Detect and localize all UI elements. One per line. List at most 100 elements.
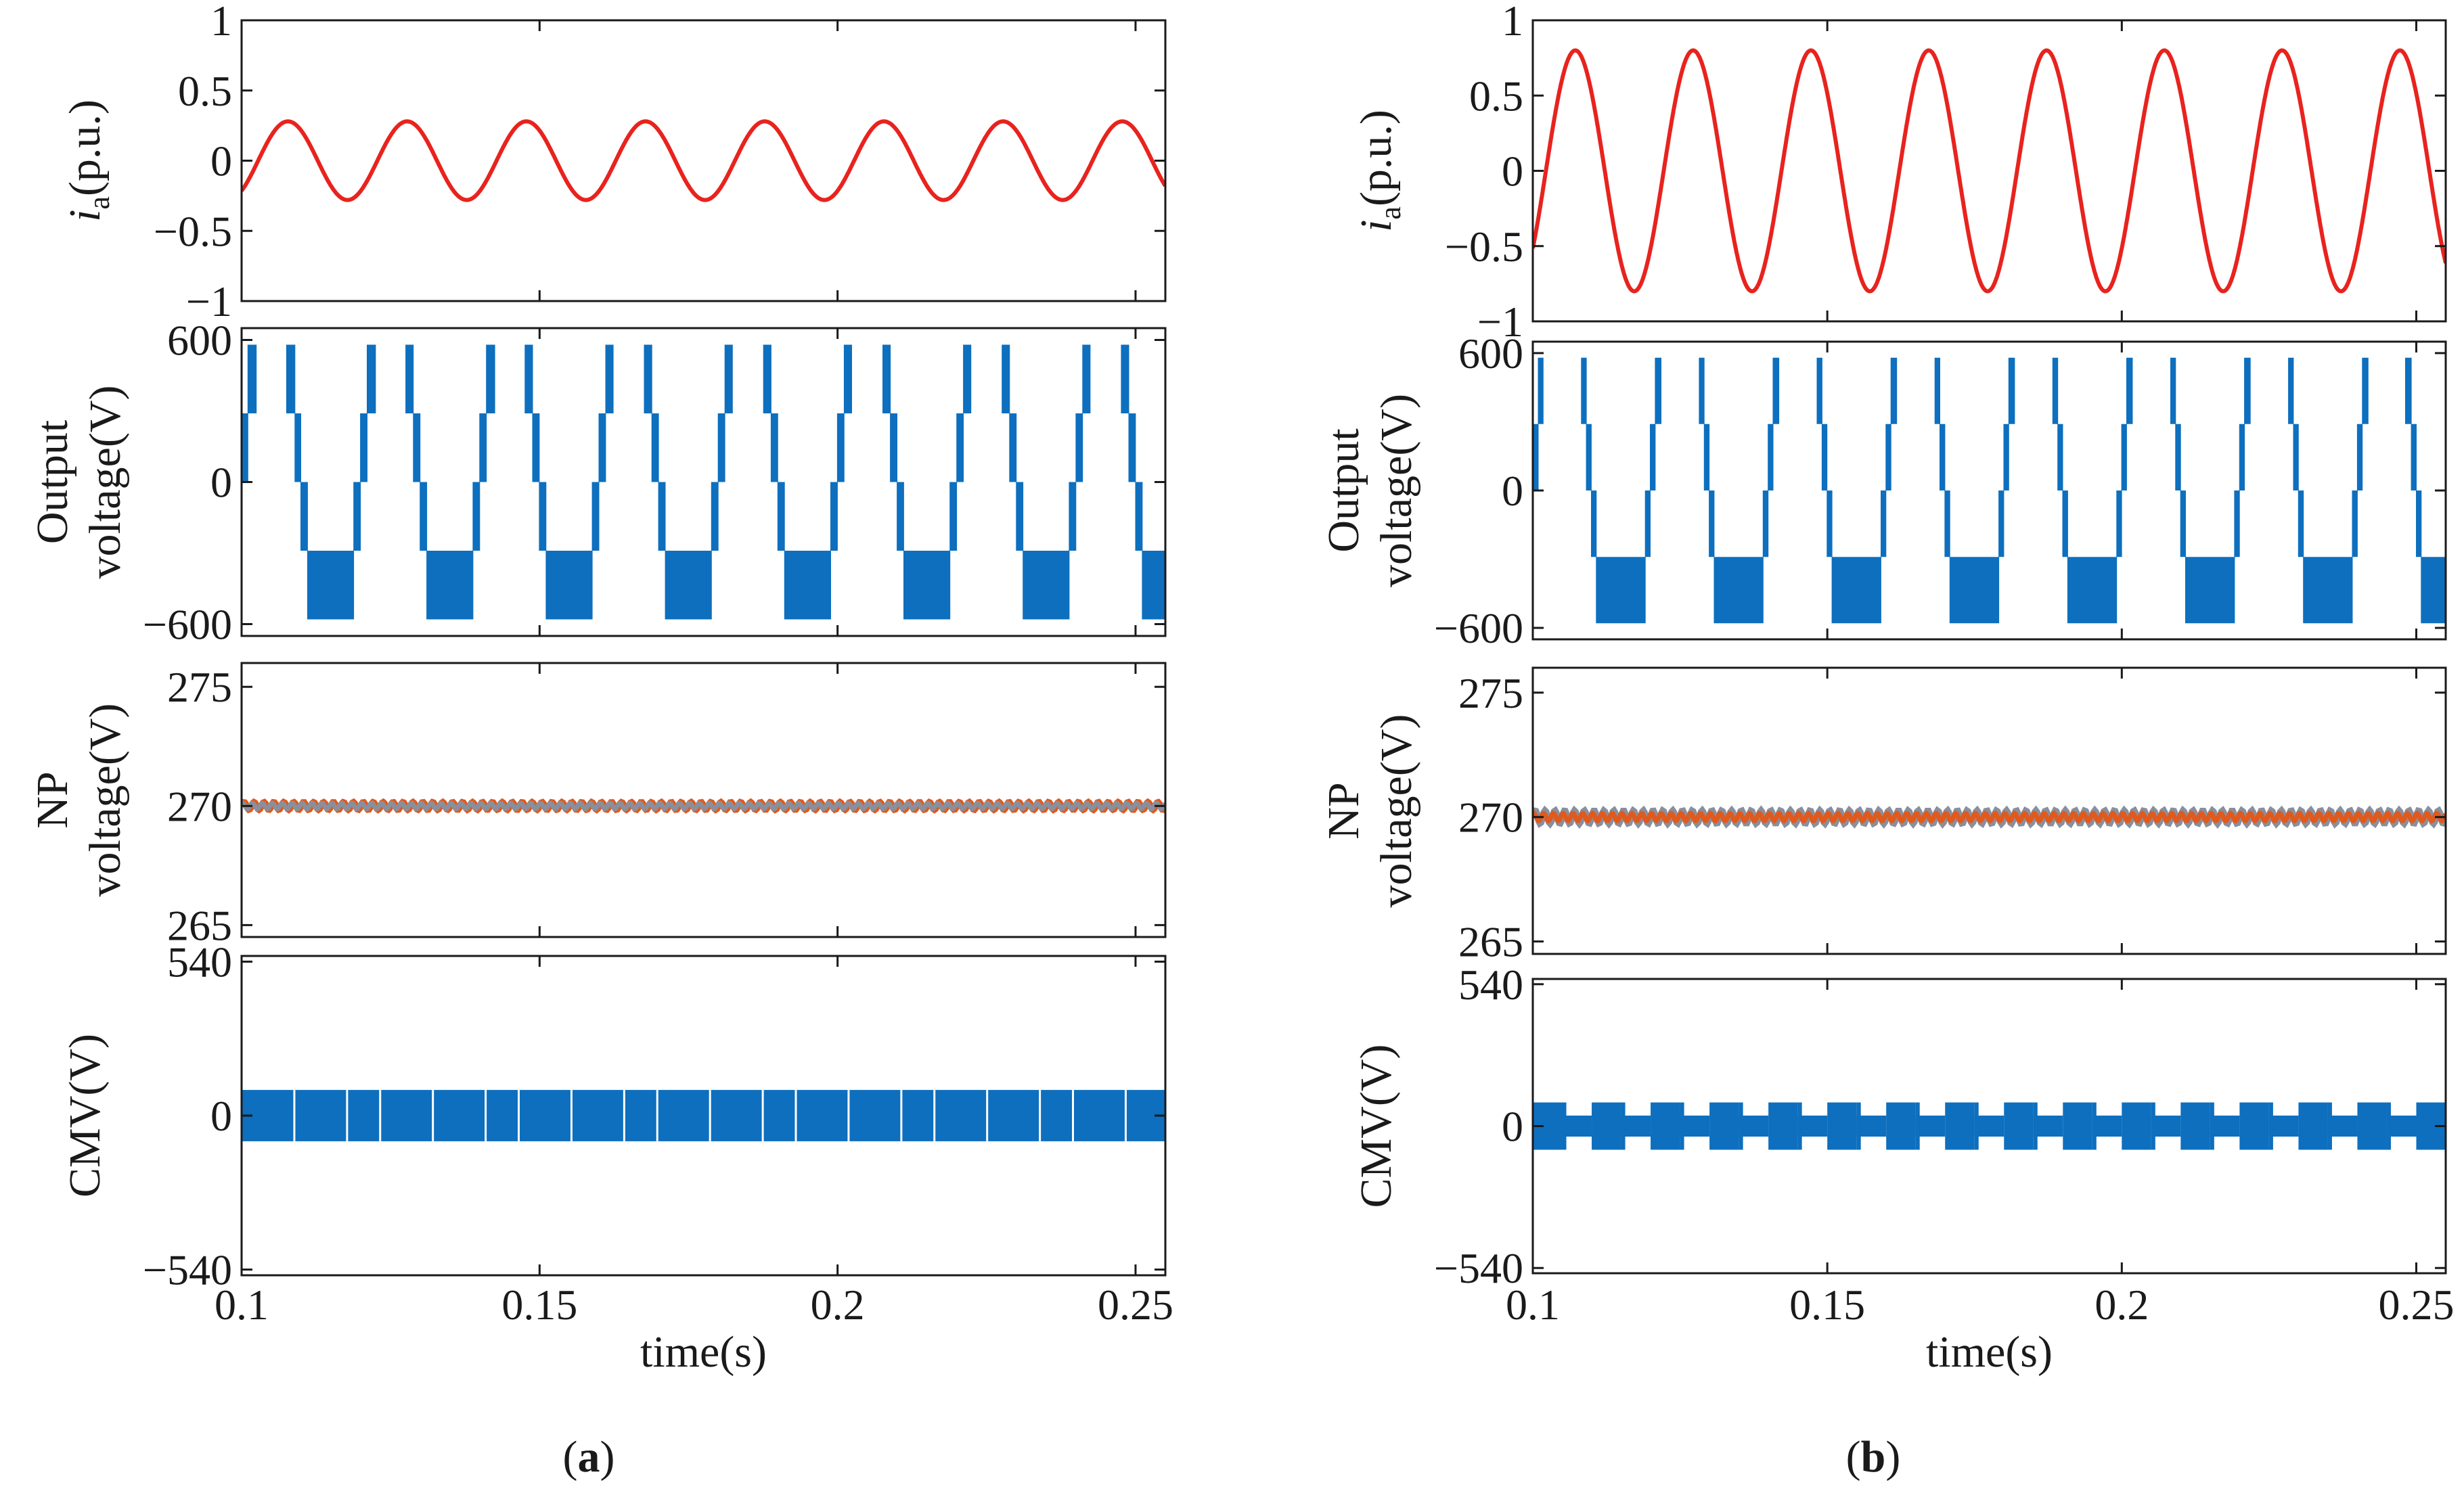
y-tick-label: 0	[210, 459, 232, 507]
y-axis-label: NPvoltage(V)	[1319, 714, 1421, 908]
series-output-voltage-0	[1533, 357, 2446, 624]
y-axis-label: CMV(V)	[1351, 1045, 1401, 1208]
subplot-ia: 1 0.5 0 −0.5 −1 ia(p.u.)	[1351, 0, 2447, 346]
series-cmv-0-lo	[1915, 1115, 1946, 1137]
y-tick-label: 270	[1458, 794, 1523, 842]
axes-frame	[1531, 19, 2447, 323]
series-cmv-0-hi	[1827, 1102, 1857, 1150]
y-tick-label: 540	[167, 938, 232, 986]
y-tick-label: −0.5	[1445, 223, 1523, 271]
series-cmv-0-lo	[2327, 1115, 2358, 1137]
series-cmv-0-lo	[1621, 1115, 1651, 1137]
y-tick-label: −0.5	[154, 207, 232, 255]
series-cmv-0-lo	[1856, 1115, 1887, 1137]
panel-b: 1 0.5 0 −0.5 −1 ia(p.u.) 600 0 −600 Outputvoltage…	[1319, 0, 2464, 1482]
x-tick-label: 0.2	[811, 1281, 865, 1329]
x-tick-label: 0.1	[1506, 1281, 1560, 1329]
x-tick-label: 0.25	[1098, 1281, 1173, 1329]
series-cmv-0-hi	[2122, 1102, 2151, 1150]
y-tick-label: 0	[1502, 1103, 1523, 1151]
series-cmv-0-hi	[2298, 1102, 2328, 1150]
x-tick-label: 0.15	[501, 1281, 577, 1329]
series-cmv-0-edge	[1739, 1102, 1743, 1150]
series-cmv-0-edge	[2033, 1102, 2038, 1150]
series-cmv-0-edge	[2092, 1102, 2097, 1150]
y-tick-label: 275	[1458, 669, 1523, 717]
series-np-voltage-1	[1533, 810, 2446, 824]
x-tick-label: 0.15	[1789, 1281, 1865, 1329]
series-cmv-0-lo	[1974, 1115, 2004, 1137]
axes-frame	[240, 19, 1167, 302]
plot-area	[242, 1090, 1165, 1141]
series-cmv-0-hi	[2004, 1102, 2034, 1150]
subplot-output-voltage: 600 0 −600 Outputvoltage(V)	[28, 317, 1167, 649]
series-cmv-0-lo	[1562, 1115, 1592, 1137]
x-tick-label: 0.2	[2095, 1281, 2149, 1329]
x-axis-label: time(s)	[640, 1327, 767, 1377]
y-tick-label: 275	[167, 663, 232, 711]
y-tick-label: 1	[1502, 0, 1523, 45]
y-tick-label: 0	[210, 137, 232, 185]
series-cmv-0-lo	[2151, 1115, 2181, 1137]
plot-area	[242, 119, 1165, 202]
y-axis-label: Outputvoltage(V)	[1319, 394, 1421, 587]
axes-frame	[240, 662, 1167, 938]
series-cmv-0-hi	[2063, 1102, 2092, 1150]
subplot-np-voltage: 275 270 265 NPvoltage(V)	[1319, 666, 2447, 966]
plot-area	[242, 798, 1165, 814]
axes-frame	[1531, 666, 2447, 955]
y-axis-label: Outputvoltage(V)	[28, 386, 130, 579]
series-cmv-0-edge	[2386, 1102, 2391, 1150]
series-cmv-0-hi	[2239, 1102, 2269, 1150]
y-tick-label: −1	[186, 277, 232, 325]
y-tick-label: −540	[143, 1246, 232, 1294]
subplot-cmv: 540 0 −540 CMV(V)	[1351, 961, 2464, 1292]
y-tick-label: −600	[143, 601, 232, 649]
y-tick-label: 0.5	[1469, 72, 1523, 120]
series-cmv-0	[242, 1090, 1165, 1141]
y-tick-label: 1	[210, 0, 232, 45]
series-cmv-0-hi	[1709, 1102, 1739, 1150]
y-tick-label: −540	[1434, 1244, 1523, 1292]
y-tick-label: 270	[167, 782, 232, 830]
series-cmv-0-hi	[1886, 1102, 1916, 1150]
y-tick-label: 540	[1458, 961, 1523, 1009]
y-tick-label: −1	[1477, 298, 1523, 346]
plot-area	[1533, 805, 2446, 829]
y-tick-label: 600	[1458, 329, 1523, 378]
series-cmv-0-hi	[1768, 1102, 1798, 1150]
plot-area	[1533, 1102, 2464, 1150]
subplot-cmv: 540 0 −540 CMV(V)	[60, 938, 1167, 1294]
y-tick-label: 265	[1458, 918, 1523, 966]
series-cmv-0-lo	[1680, 1115, 1710, 1137]
series-ia-0	[242, 119, 1165, 202]
series-cmv-0-lo	[2210, 1115, 2240, 1137]
series-cmv-0-edge	[1621, 1102, 1626, 1150]
y-tick-label: 0	[1502, 467, 1523, 515]
y-tick-label: 0.5	[178, 67, 232, 115]
y-axis-label: ia(p.u.)	[1351, 110, 1407, 232]
x-axis-label: time(s)	[1926, 1327, 2053, 1377]
series-cmv-0-hi	[2180, 1102, 2210, 1150]
subplot-output-voltage: 600 0 −600 Outputvoltage(V)	[1319, 329, 2447, 652]
series-cmv-0-edge	[2268, 1102, 2273, 1150]
series-cmv-0-lo	[2092, 1115, 2122, 1137]
series-cmv-0-lo	[2268, 1115, 2299, 1137]
panel-a: 1 0.5 0 −0.5 −1 ia(p.u.) 600 0 −600 Outputvoltage…	[28, 0, 1173, 1482]
subplot-ia: 1 0.5 0 −0.5 −1 ia(p.u.)	[60, 0, 1167, 325]
subplot-np-voltage: 275 270 265 NPvoltage(V)	[28, 662, 1167, 949]
series-cmv-0-lo	[2386, 1115, 2417, 1137]
plot-area	[1533, 48, 2446, 294]
series-cmv-0-edge	[1856, 1102, 1861, 1150]
series-output-voltage-0	[242, 344, 1165, 620]
y-tick-label: 600	[167, 317, 232, 365]
series-cmv-0-edge	[1562, 1102, 1567, 1150]
panel-caption: (b)	[1846, 1432, 1901, 1482]
series-cmv-0-edge	[2151, 1102, 2155, 1150]
y-axis-label: CMV(V)	[60, 1034, 110, 1197]
series-cmv-0-lo	[2033, 1115, 2063, 1137]
series-cmv-0-lo	[2446, 1116, 2464, 1137]
series-ia-0	[1533, 48, 2446, 294]
series-cmv-0-edge	[2210, 1102, 2214, 1150]
y-axis-label: NPvoltage(V)	[28, 704, 130, 897]
